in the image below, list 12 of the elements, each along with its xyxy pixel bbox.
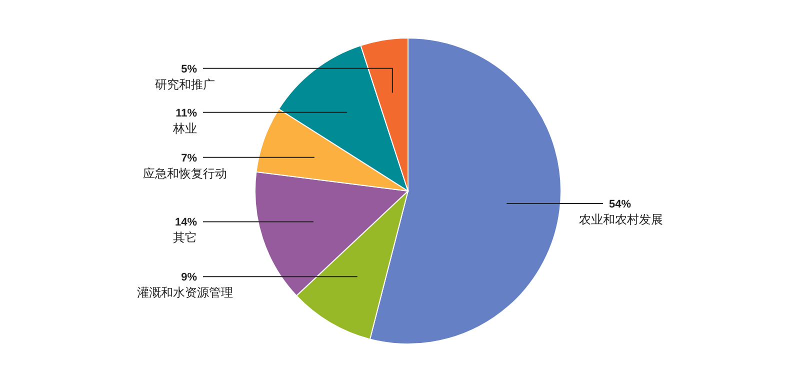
data-label: 14%: [174, 216, 198, 229]
data-label: 54%: [609, 198, 632, 210]
slice-label: 应急和恢复行动: [143, 166, 227, 180]
slice-label: 林业: [172, 121, 197, 136]
data-label: 11%: [176, 107, 198, 120]
slice-label: 农业和农村发展: [579, 212, 663, 226]
slice-label: 研究和推广: [155, 77, 215, 92]
data-label: 7%: [181, 152, 198, 164]
data-label: 9%: [181, 272, 198, 284]
data-label: 5%: [181, 63, 198, 76]
slice-label: 其它: [173, 230, 197, 245]
slice-label: 灌溉和水资源管理: [137, 286, 233, 300]
